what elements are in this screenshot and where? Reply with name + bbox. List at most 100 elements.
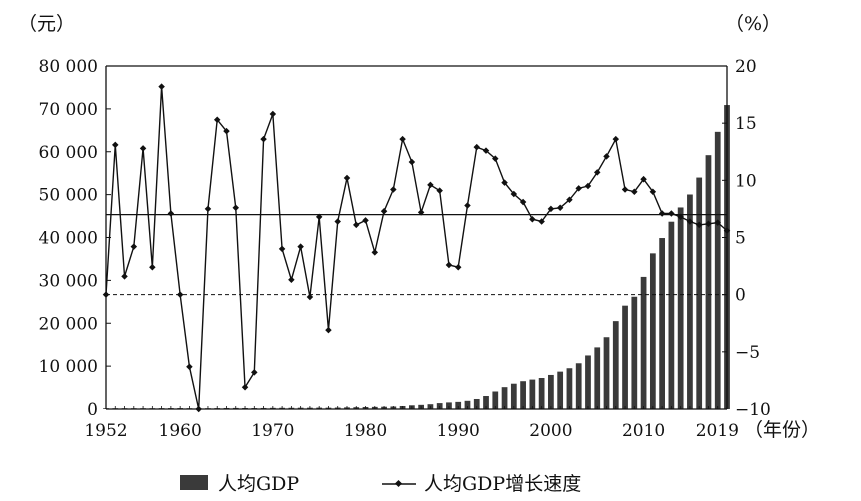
growth-point <box>510 190 518 198</box>
gdp-bar <box>622 305 628 409</box>
gdp-bar <box>631 296 638 409</box>
gdp-bar <box>594 347 601 409</box>
growth-point <box>482 147 490 154</box>
gdp-bar <box>705 155 712 409</box>
right-tick-label: −5 <box>735 343 760 363</box>
gdp-bar <box>585 355 591 409</box>
growth-point <box>362 217 369 224</box>
growth-point <box>584 182 592 190</box>
legend-swatch-diamond <box>394 479 403 488</box>
growth-point <box>371 249 379 256</box>
growth-point <box>306 293 314 301</box>
growth-point <box>288 276 295 284</box>
growth-point <box>167 210 175 217</box>
growth-point <box>695 221 703 229</box>
gdp-bar <box>483 396 489 409</box>
right-tick-label: −10 <box>735 400 771 420</box>
growth-point <box>241 384 249 391</box>
left-tick-label: 70 000 <box>39 100 98 120</box>
gdp-bar <box>714 131 721 409</box>
right-tick-label: 0 <box>735 286 746 306</box>
growth-point <box>612 135 620 143</box>
gdp-bar <box>612 321 619 409</box>
growth-point <box>334 218 341 225</box>
gdp-bar <box>455 401 462 409</box>
gdp-bar <box>696 177 703 409</box>
gdp-bar <box>492 391 499 409</box>
legend-label-gdp: 人均GDP <box>218 473 299 495</box>
growth-point <box>213 116 221 123</box>
gdp-bar <box>649 253 656 409</box>
growth-point <box>260 135 267 143</box>
growth-point <box>686 218 694 225</box>
gdp-bar <box>603 337 610 409</box>
right-axis-unit: （%） <box>725 13 781 35</box>
growth-point <box>325 326 332 334</box>
growth-point <box>417 209 425 216</box>
growth-point <box>352 221 360 229</box>
gdp-bar <box>501 387 508 409</box>
gdp-bar <box>659 238 665 409</box>
growth-point <box>492 155 499 162</box>
x-tick-label: 1970 <box>251 421 294 441</box>
x-tick-label: 2019 <box>696 421 739 441</box>
growth-point <box>677 213 684 221</box>
growth-point <box>556 204 564 212</box>
left-tick-label: 30 000 <box>39 271 98 291</box>
left-tick-label: 80 000 <box>39 57 98 77</box>
growth-point <box>149 263 156 271</box>
growth-point <box>649 188 657 196</box>
gdp-bar <box>464 400 471 409</box>
growth-point <box>278 245 286 253</box>
growth-point <box>121 273 128 280</box>
gdp-bar <box>575 363 582 409</box>
growth-point <box>575 185 582 192</box>
growth-point <box>658 210 666 217</box>
gdp-bar <box>640 276 647 409</box>
legend-swatch-bar <box>180 475 208 490</box>
growth-point <box>529 215 536 223</box>
legend-label-growth: 人均GDP增长速度 <box>424 473 581 495</box>
growth-point <box>501 179 508 186</box>
reference-lines <box>106 213 727 296</box>
left-tick-label: 20 000 <box>39 314 98 334</box>
growth-point <box>464 202 471 209</box>
gdp-bar <box>668 221 675 409</box>
gdp-bar <box>473 398 480 409</box>
growth-point <box>399 135 406 143</box>
left-tick-label: 0 <box>87 400 98 420</box>
growth-line <box>105 86 728 410</box>
growth-point <box>631 188 638 196</box>
gdp-bars <box>103 105 730 410</box>
growth-point <box>176 291 184 298</box>
left-tick-label: 60 000 <box>39 143 98 163</box>
growth-point <box>668 210 675 217</box>
gdp-bar <box>510 383 517 409</box>
gdp-bar <box>566 368 573 409</box>
growth-point <box>445 261 453 269</box>
x-tick-label: 1952 <box>84 421 127 441</box>
growth-point <box>269 110 277 118</box>
growth-point <box>408 158 416 166</box>
growth-point <box>538 218 545 225</box>
growth-point <box>473 143 481 151</box>
growth-point <box>130 243 138 250</box>
gdp-bar <box>557 371 564 409</box>
growth-point <box>315 213 323 221</box>
growth-point <box>454 263 462 271</box>
gdp-bar <box>687 194 693 409</box>
growth-point <box>593 169 601 176</box>
growth-point <box>566 196 573 204</box>
growth-point <box>436 187 443 194</box>
growth-point <box>640 175 647 183</box>
gdp-bar <box>446 402 452 409</box>
growth-point <box>232 204 240 212</box>
growth-point <box>390 186 397 193</box>
left-axis-unit: （元） <box>18 13 75 35</box>
growth-point <box>297 243 304 250</box>
left-tick-label: 10 000 <box>39 357 98 377</box>
gdp-bar <box>529 379 536 409</box>
growth-point <box>223 127 230 135</box>
gdp-bar <box>520 381 526 409</box>
